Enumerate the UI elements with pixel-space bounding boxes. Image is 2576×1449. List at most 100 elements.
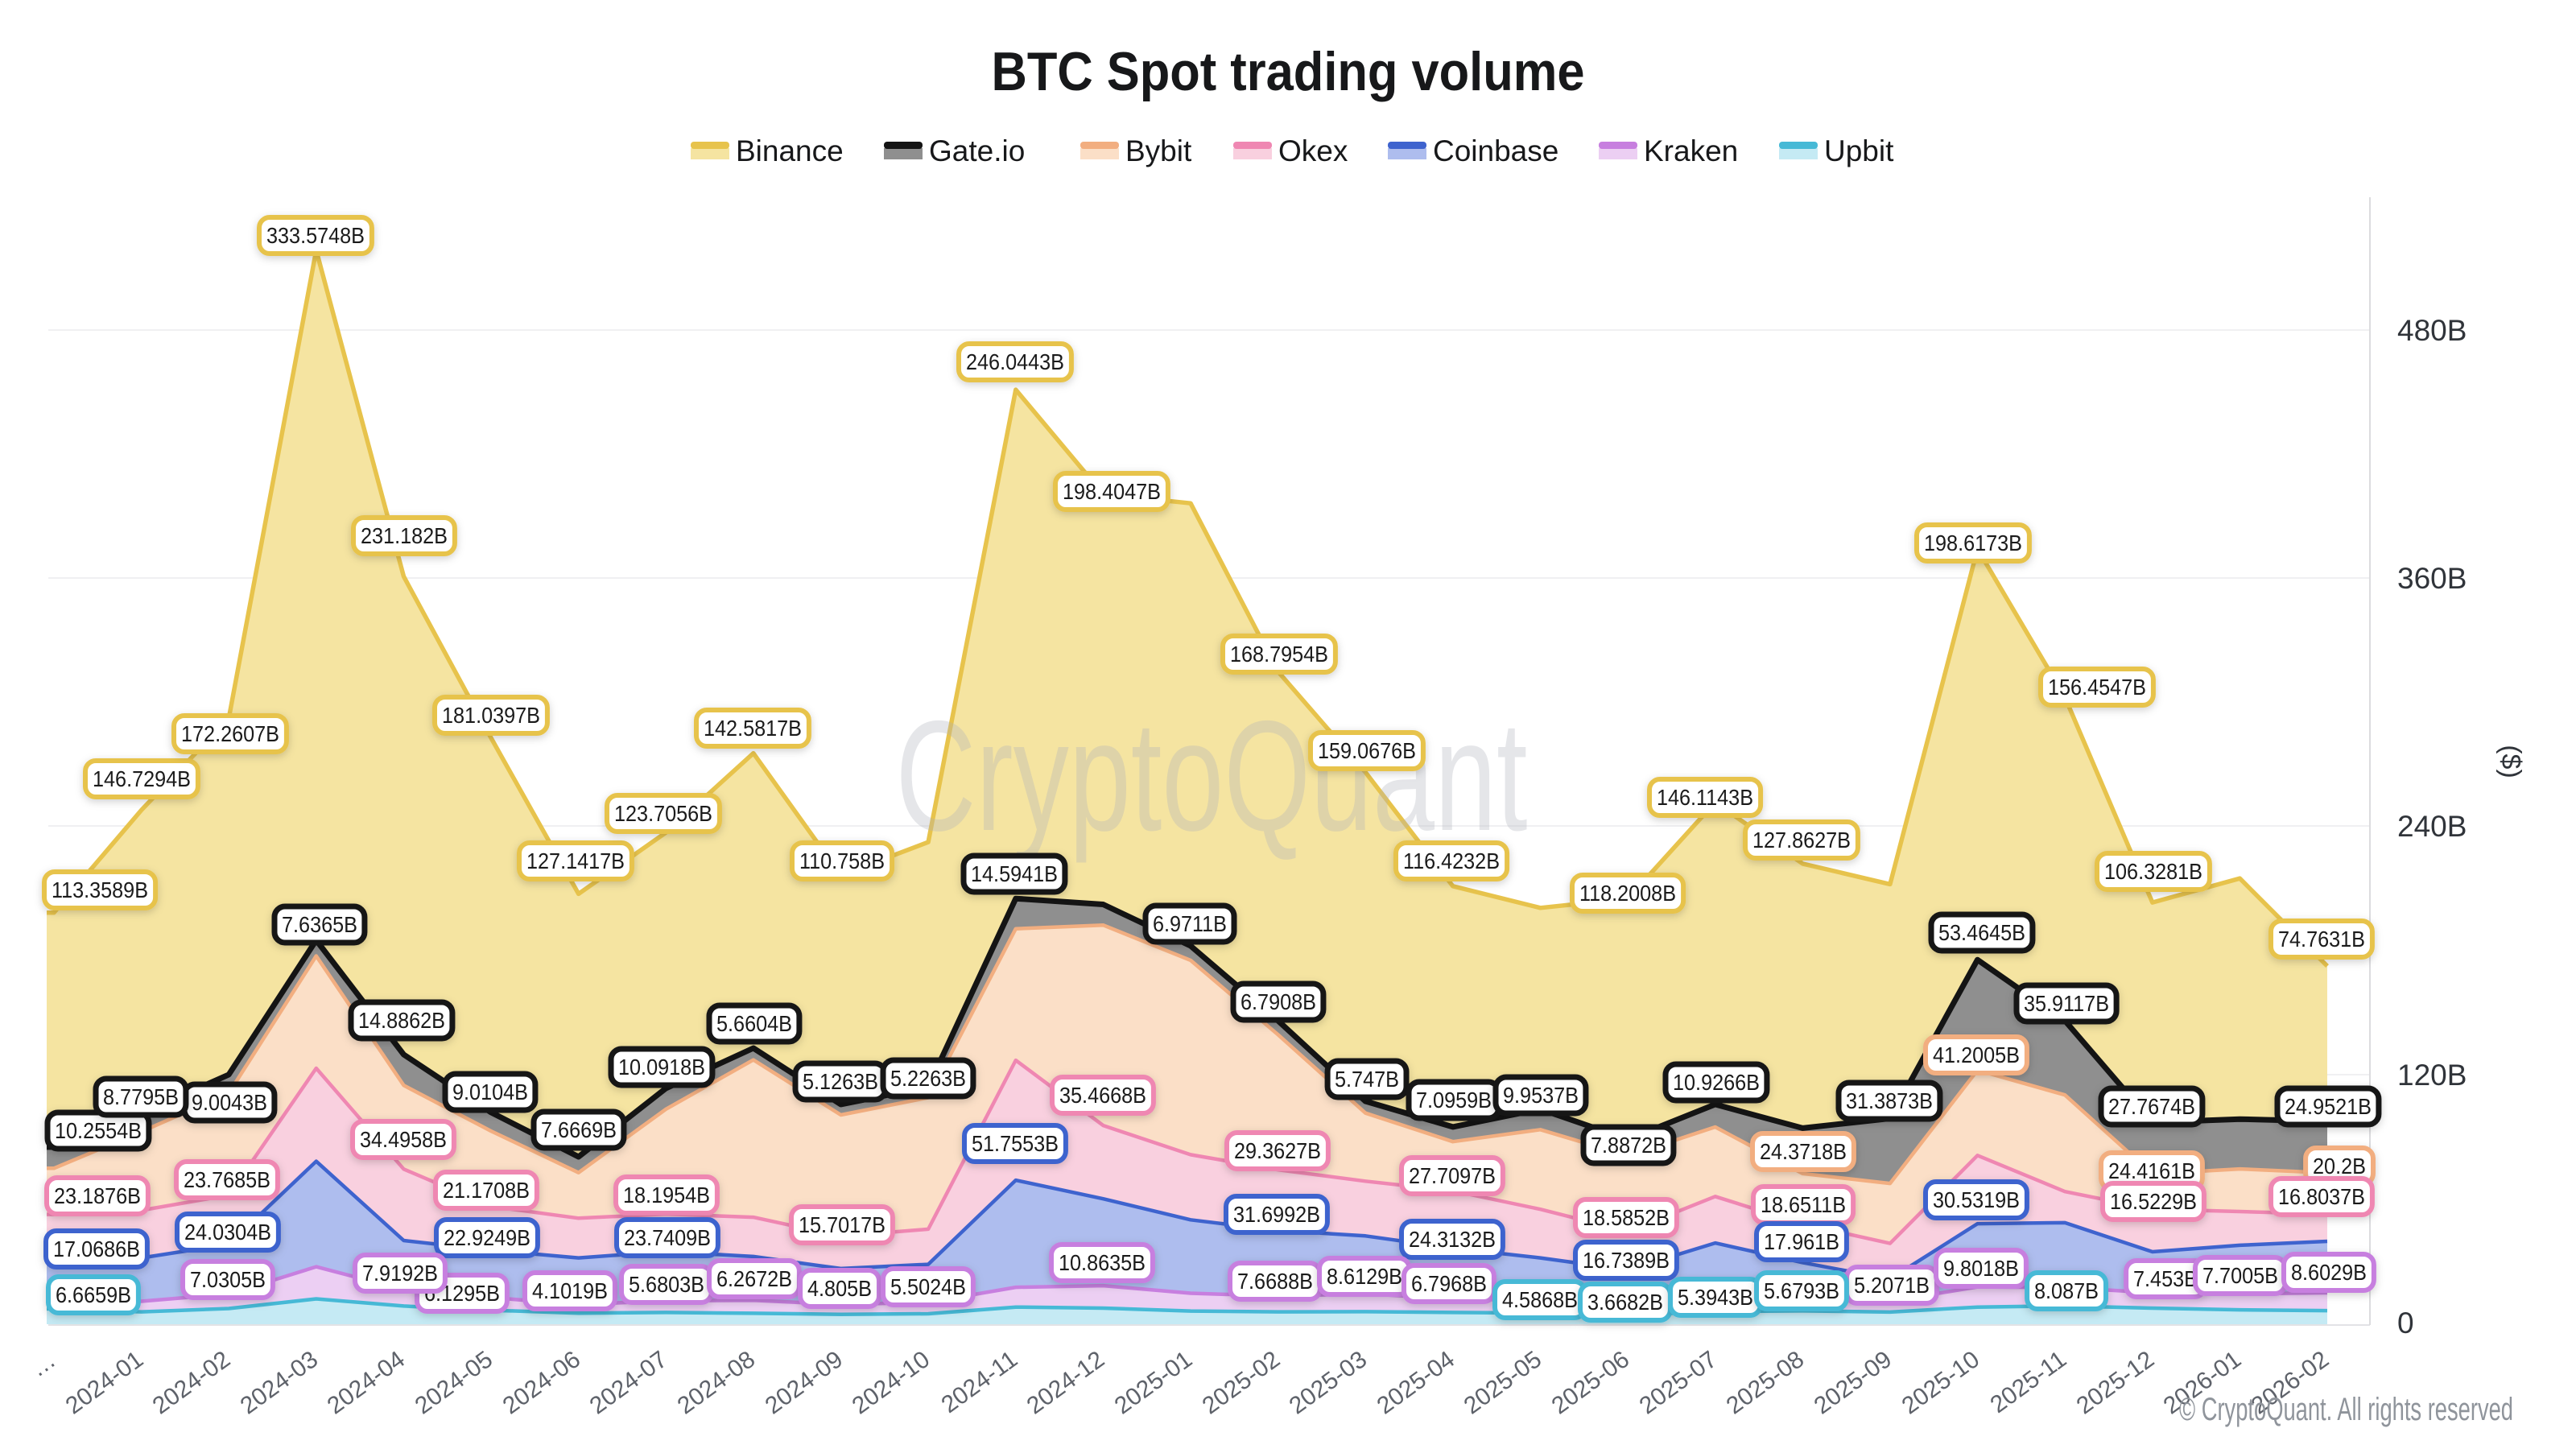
svg-text:16.5229B: 16.5229B xyxy=(2110,1189,2197,1214)
svg-text:360B: 360B xyxy=(2397,562,2467,595)
svg-text:Gate.io: Gate.io xyxy=(929,134,1025,167)
svg-text:15.7017B: 15.7017B xyxy=(799,1212,886,1237)
svg-text:8.6129B: 8.6129B xyxy=(1327,1264,1402,1289)
svg-text:159.0676B: 159.0676B xyxy=(1318,738,1416,763)
svg-text:Okex: Okex xyxy=(1278,134,1348,167)
svg-text:5.747B: 5.747B xyxy=(1335,1067,1399,1092)
svg-text:21.1708B: 21.1708B xyxy=(443,1178,530,1203)
svg-text:($): ($) xyxy=(2496,745,2526,778)
svg-text:5.2263B: 5.2263B xyxy=(890,1066,966,1091)
svg-text:Bybit: Bybit xyxy=(1125,134,1192,167)
svg-text:74.7631B: 74.7631B xyxy=(2278,927,2365,952)
svg-text:3.6682B: 3.6682B xyxy=(1587,1290,1663,1315)
svg-text:123.7056B: 123.7056B xyxy=(614,801,712,826)
svg-text:4.805B: 4.805B xyxy=(807,1276,872,1301)
svg-text:5.2071B: 5.2071B xyxy=(1854,1273,1930,1298)
svg-text:113.3589B: 113.3589B xyxy=(52,877,148,902)
svg-text:5.6803B: 5.6803B xyxy=(629,1272,704,1297)
svg-text:172.2607B: 172.2607B xyxy=(181,721,279,746)
svg-text:17.961B: 17.961B xyxy=(1764,1229,1839,1254)
svg-text:5.3943B: 5.3943B xyxy=(1678,1285,1753,1310)
svg-text:10.8635B: 10.8635B xyxy=(1059,1250,1146,1275)
svg-text:BTC Spot trading volume: BTC Spot trading volume xyxy=(992,41,1585,102)
svg-text:246.0443B: 246.0443B xyxy=(966,349,1064,374)
svg-text:146.1143B: 146.1143B xyxy=(1657,785,1753,810)
svg-text:7.6669B: 7.6669B xyxy=(541,1117,617,1142)
svg-text:41.2005B: 41.2005B xyxy=(1933,1042,2020,1067)
svg-text:106.3281B: 106.3281B xyxy=(2104,859,2202,884)
svg-text:23.7685B: 23.7685B xyxy=(184,1167,270,1192)
svg-text:14.8862B: 14.8862B xyxy=(358,1008,445,1033)
svg-text:6.7908B: 6.7908B xyxy=(1241,989,1316,1014)
svg-text:120B: 120B xyxy=(2397,1059,2467,1092)
svg-text:240B: 240B xyxy=(2397,810,2467,843)
svg-text:34.4958B: 34.4958B xyxy=(360,1127,447,1152)
svg-text:29.3627B: 29.3627B xyxy=(1234,1138,1321,1163)
svg-text:333.5748B: 333.5748B xyxy=(266,223,365,248)
svg-text:7.6688B: 7.6688B xyxy=(1237,1269,1313,1294)
svg-text:142.5817B: 142.5817B xyxy=(704,716,802,741)
svg-text:6.9711B: 6.9711B xyxy=(1153,911,1227,936)
svg-text:5.6604B: 5.6604B xyxy=(716,1011,792,1036)
svg-text:Binance: Binance xyxy=(736,134,844,167)
svg-text:9.8018B: 9.8018B xyxy=(1943,1256,2019,1281)
svg-text:30.5319B: 30.5319B xyxy=(1933,1187,2020,1212)
svg-text:5.5024B: 5.5024B xyxy=(890,1274,966,1299)
svg-text:24.3132B: 24.3132B xyxy=(1409,1227,1496,1252)
svg-text:7.0305B: 7.0305B xyxy=(190,1267,266,1292)
svg-text:5.1263B: 5.1263B xyxy=(803,1069,878,1094)
svg-text:7.7005B: 7.7005B xyxy=(2202,1263,2278,1288)
svg-text:16.8037B: 16.8037B xyxy=(2278,1184,2365,1209)
svg-text:127.8627B: 127.8627B xyxy=(1752,828,1851,852)
svg-text:22.9249B: 22.9249B xyxy=(444,1225,530,1250)
svg-text:31.6992B: 31.6992B xyxy=(1233,1202,1320,1227)
svg-text:181.0397B: 181.0397B xyxy=(442,703,540,728)
svg-text:7.9192B: 7.9192B xyxy=(362,1261,438,1286)
svg-text:27.7674B: 27.7674B xyxy=(2108,1094,2195,1119)
svg-text:18.6511B: 18.6511B xyxy=(1761,1192,1846,1217)
svg-text:10.0918B: 10.0918B xyxy=(618,1055,705,1080)
svg-text:480B: 480B xyxy=(2397,314,2467,347)
svg-text:7.453B: 7.453B xyxy=(2133,1266,2198,1291)
svg-text:18.1954B: 18.1954B xyxy=(623,1183,710,1208)
svg-text:7.0959B: 7.0959B xyxy=(1416,1088,1492,1113)
svg-text:17.0686B: 17.0686B xyxy=(53,1236,140,1261)
svg-text:8.087B: 8.087B xyxy=(2034,1278,2099,1303)
svg-text:8.6029B: 8.6029B xyxy=(2291,1260,2367,1285)
svg-text:9.9537B: 9.9537B xyxy=(1503,1083,1579,1108)
svg-text:14.5941B: 14.5941B xyxy=(971,861,1058,886)
svg-text:110.758B: 110.758B xyxy=(799,848,885,873)
svg-text:6.2672B: 6.2672B xyxy=(716,1266,792,1291)
svg-text:10.2554B: 10.2554B xyxy=(55,1118,142,1143)
svg-text:23.1876B: 23.1876B xyxy=(54,1183,141,1208)
svg-text:27.7097B: 27.7097B xyxy=(1409,1163,1496,1188)
svg-text:5.6793B: 5.6793B xyxy=(1764,1278,1839,1303)
svg-text:118.2008B: 118.2008B xyxy=(1579,881,1676,906)
svg-text:231.182B: 231.182B xyxy=(361,523,448,548)
svg-text:7.8872B: 7.8872B xyxy=(1591,1133,1666,1158)
svg-text:8.7795B: 8.7795B xyxy=(103,1084,179,1109)
svg-text:146.7294B: 146.7294B xyxy=(93,766,191,791)
svg-text:198.4047B: 198.4047B xyxy=(1063,479,1161,504)
svg-text:Coinbase: Coinbase xyxy=(1433,134,1558,167)
svg-text:6.7968B: 6.7968B xyxy=(1411,1271,1487,1296)
svg-text:116.4232B: 116.4232B xyxy=(1403,848,1500,873)
svg-text:4.5868B: 4.5868B xyxy=(1502,1287,1578,1312)
svg-text:6.6659B: 6.6659B xyxy=(56,1282,131,1307)
svg-text:Kraken: Kraken xyxy=(1644,134,1738,167)
svg-text:16.7389B: 16.7389B xyxy=(1583,1248,1670,1273)
svg-text:24.9521B: 24.9521B xyxy=(2285,1094,2372,1119)
svg-text:4.1019B: 4.1019B xyxy=(532,1278,608,1303)
svg-text:35.4668B: 35.4668B xyxy=(1059,1083,1146,1108)
svg-text:CryptoQuant: CryptoQuant xyxy=(896,688,1528,864)
svg-text:20.2B: 20.2B xyxy=(2313,1154,2366,1179)
svg-text:9.0043B: 9.0043B xyxy=(192,1090,267,1115)
svg-text:24.3718B: 24.3718B xyxy=(1760,1139,1847,1164)
svg-text:31.3873B: 31.3873B xyxy=(1846,1088,1933,1113)
svg-text:51.7553B: 51.7553B xyxy=(972,1131,1059,1156)
svg-text:10.9266B: 10.9266B xyxy=(1673,1070,1760,1095)
svg-text:7.6365B: 7.6365B xyxy=(282,912,357,937)
svg-text:35.9117B: 35.9117B xyxy=(2024,991,2109,1016)
svg-text:© CryptoQuant. All rights rese: © CryptoQuant. All rights reserved xyxy=(2179,1392,2513,1427)
svg-text:198.6173B: 198.6173B xyxy=(1924,530,2022,555)
